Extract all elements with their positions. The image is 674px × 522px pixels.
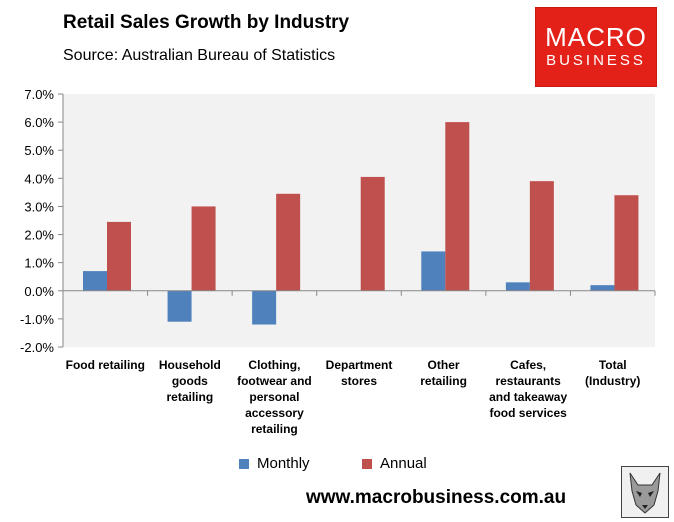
x-tick-label-line: restaurants xyxy=(495,374,561,388)
x-tick-label-line: Total xyxy=(598,358,627,372)
bar-annual xyxy=(191,206,216,291)
chart-title: Retail Sales Growth by Industry xyxy=(63,12,350,33)
x-tick-label-line: and takeaway xyxy=(489,390,568,404)
bar-monthly xyxy=(252,290,277,325)
x-tick-label: Cafes, restaurants and takeaway food servic… xyxy=(483,357,573,421)
y-tick-label: 4.0% xyxy=(24,171,54,186)
legend-item-monthly: Monthly xyxy=(239,455,310,472)
website-url: www.macrobusiness.com.au xyxy=(306,487,567,508)
y-tick-label: 0.0% xyxy=(24,284,54,299)
plot-area xyxy=(63,94,655,347)
x-tick-label-line: Other xyxy=(427,358,460,372)
x-tick-label-line: goods xyxy=(171,374,208,388)
x-tick-label-line: personal xyxy=(249,390,300,404)
bar-monthly xyxy=(167,290,192,322)
bar-chart: 7.0% 6.0% 5.0% 4.0% 3.0% 2.0% 1.0% 0.0% -1.0% -2.… xyxy=(20,87,656,355)
bar-annual xyxy=(614,195,639,291)
legend: Monthly Annual xyxy=(0,455,674,475)
bar-annual xyxy=(107,221,131,291)
logo-line-2: BUSINESS xyxy=(546,52,646,69)
wolf-mascot-image xyxy=(621,466,669,518)
bar-monthly xyxy=(505,282,530,291)
legend-swatch-annual xyxy=(362,458,372,469)
x-tick-label-line: footwear and xyxy=(237,374,312,388)
x-tick-label: Department stores xyxy=(314,357,404,389)
x-tick-label-line: Cafes, xyxy=(510,358,547,372)
x-tick-label: Food retailing xyxy=(60,357,150,373)
x-tick-label-line: Household xyxy=(158,358,221,372)
x-tick-label-line: Clothing, xyxy=(248,358,301,372)
x-tick-label-line: (Industry) xyxy=(585,374,641,388)
legend-label-annual: Annual xyxy=(380,455,427,472)
x-tick-label-line: Food retailing xyxy=(65,358,145,372)
x-tick-label-line: food services xyxy=(489,406,567,420)
x-tick-label-line: retailing xyxy=(166,390,214,404)
y-tick-label: 5.0% xyxy=(24,143,54,158)
x-tick-label-line: retailing xyxy=(420,374,467,388)
x-tick-label-line: stores xyxy=(340,374,378,388)
legend-item-annual: Annual xyxy=(362,455,427,472)
y-tick-label: 6.0% xyxy=(24,115,54,130)
x-tick-label-line: accessory xyxy=(245,406,304,420)
macrobusiness-logo: MACRO BUSINESS xyxy=(536,8,656,86)
logo-line-1: MACRO xyxy=(545,22,647,52)
x-tick-label: Household goods retailing xyxy=(145,357,235,405)
chart-subtitle: Source: Australian Bureau of Statistics xyxy=(63,47,336,64)
x-tick-label: Total (Industry) xyxy=(568,357,658,389)
bar-monthly xyxy=(421,251,446,291)
bar-annual xyxy=(529,181,554,291)
x-tick-label: Other retailing xyxy=(399,357,489,389)
bar-annual xyxy=(276,193,301,291)
legend-swatch-monthly xyxy=(239,458,249,469)
y-tick-label: -2.0% xyxy=(20,340,54,355)
bars xyxy=(83,122,639,325)
x-tick-label-line: retailing xyxy=(251,422,298,436)
y-tick-label: 2.0% xyxy=(24,228,54,243)
y-tick-label: 3.0% xyxy=(24,199,54,214)
y-tick-label: 7.0% xyxy=(24,87,54,102)
bar-annual xyxy=(360,176,385,291)
bar-monthly xyxy=(590,285,615,291)
axes xyxy=(58,93,656,348)
bar-monthly xyxy=(83,271,107,291)
x-tick-label-line: Department xyxy=(325,358,393,372)
legend-label-monthly: Monthly xyxy=(257,455,310,472)
y-tick-labels: 7.0% 6.0% 5.0% 4.0% 3.0% 2.0% 1.0% 0.0% -1.0% -2.… xyxy=(20,87,54,355)
bar-annual xyxy=(445,122,470,291)
y-tick-label: -1.0% xyxy=(20,312,54,327)
y-tick-label: 1.0% xyxy=(24,256,54,271)
x-tick-label: Clothing, footwear and personal accessory re… xyxy=(229,357,319,437)
